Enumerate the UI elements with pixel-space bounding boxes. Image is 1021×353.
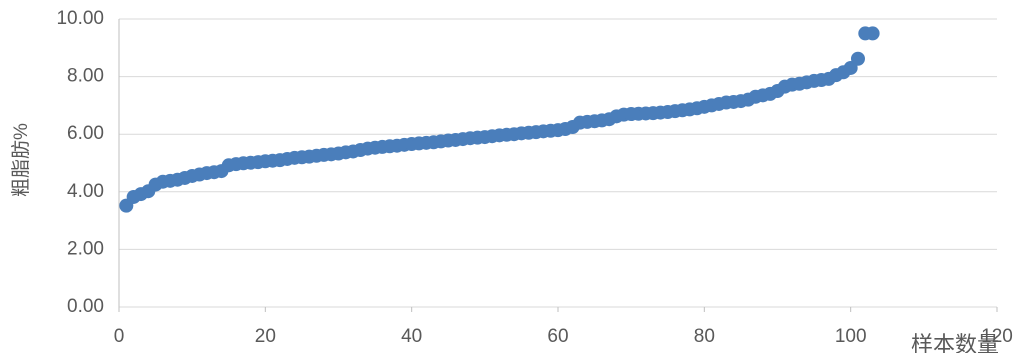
x-tick-label: 120 <box>981 326 1013 347</box>
y-tick-label: 4.00 <box>67 181 104 202</box>
y-tick-label: 8.00 <box>67 66 104 87</box>
x-tick-label: 0 <box>114 326 125 347</box>
y-tick-label: 10.00 <box>56 8 104 29</box>
x-tick-label: 60 <box>547 326 568 347</box>
x-axis-label: 样本数量 <box>911 332 999 353</box>
x-tick-label: 40 <box>401 326 422 347</box>
x-tick-label: 100 <box>835 326 867 347</box>
y-tick-label: 0.00 <box>67 296 104 317</box>
point <box>865 26 880 41</box>
x-tick-label: 20 <box>255 326 276 347</box>
x-tick-label: 80 <box>694 326 715 347</box>
y-tick-label: 2.00 <box>67 238 104 259</box>
y-tick-label: 6.00 <box>67 123 104 144</box>
y-axis-label: 粗脂肪% <box>10 123 32 197</box>
point <box>850 51 865 66</box>
